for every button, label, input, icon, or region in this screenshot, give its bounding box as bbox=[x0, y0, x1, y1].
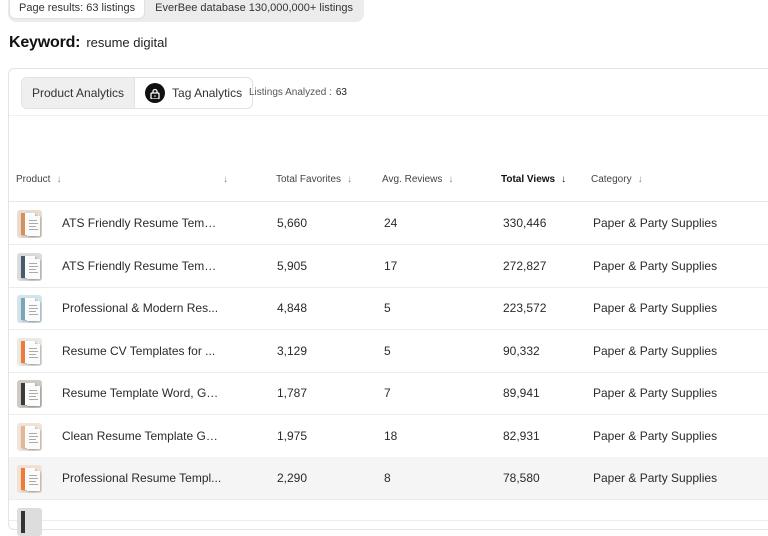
product-thumbnail[interactable] bbox=[17, 380, 42, 408]
category: Paper & Party Supplies bbox=[593, 216, 718, 230]
table-row[interactable]: ATS Friendly Resume Templ... 5,660 24 330,4… bbox=[9, 202, 768, 245]
column-header-product[interactable]: Product ↓ bbox=[16, 174, 61, 185]
product-name[interactable]: Professional Resume Templ... bbox=[62, 471, 222, 485]
avg-reviews: 5 bbox=[384, 301, 391, 315]
product-name[interactable]: Resume CV Templates for ... bbox=[62, 343, 216, 358]
total-views: 90,332 bbox=[503, 343, 540, 358]
table-row[interactable]: Professional & Modern Res... 4,848 5 223,57… bbox=[9, 287, 768, 330]
results-source-toggle: Page results: 63 listings EverBee databa… bbox=[8, 0, 365, 22]
arrow-down-icon: ↓ bbox=[561, 174, 567, 185]
column-header-reviews[interactable]: Avg. Reviews ↓ bbox=[382, 174, 453, 185]
avg-reviews: 17 bbox=[384, 258, 398, 273]
category: Paper & Party Supplies bbox=[593, 301, 718, 315]
avg-reviews: 24 bbox=[384, 216, 398, 230]
total-favorites: 1,975 bbox=[277, 428, 308, 443]
total-views: 223,572 bbox=[503, 301, 547, 315]
total-views: 82,931 bbox=[503, 428, 540, 443]
table-row[interactable]: Resume CV Templates for ... 3,129 5 90,332 P… bbox=[9, 330, 768, 373]
total-favorites: 5,660 bbox=[277, 216, 308, 230]
product-name[interactable]: ATS Friendly Resume Templ... bbox=[62, 216, 222, 230]
column-header-category-label: Category bbox=[591, 174, 632, 185]
arrow-down-icon: ↓ bbox=[56, 174, 62, 185]
total-favorites: 3,129 bbox=[277, 343, 308, 358]
total-favorites: 2,290 bbox=[277, 471, 308, 485]
total-favorites: 5,905 bbox=[277, 258, 308, 273]
product-name[interactable]: Resume Template Word, Go... bbox=[62, 386, 222, 400]
avg-reviews: 7 bbox=[384, 386, 391, 400]
product-thumbnail[interactable] bbox=[17, 422, 42, 451]
category: Paper & Party Supplies bbox=[593, 428, 718, 443]
everbee-database-tab[interactable]: EverBee database 130,000,000+ listings bbox=[155, 2, 354, 14]
category: Paper & Party Supplies bbox=[593, 258, 718, 273]
product-thumbnail[interactable] bbox=[17, 295, 42, 323]
total-views: 78,580 bbox=[503, 471, 540, 485]
keyword-label: Keyword: bbox=[9, 34, 81, 51]
avg-reviews: 18 bbox=[384, 428, 398, 443]
tab-tag-analytics-label: Tag Analytics bbox=[172, 86, 243, 100]
analytics-panel: Product Analytics Tag Analytics Listings… bbox=[8, 68, 768, 536]
table-row[interactable]: Clean Resume Template Go... 1,975 18 82,931… bbox=[9, 415, 768, 458]
total-views: 89,941 bbox=[503, 386, 540, 400]
product-name[interactable]: ATS Friendly Resume Templ... bbox=[62, 258, 222, 273]
total-views: 330,446 bbox=[503, 216, 547, 230]
column-header-favorites[interactable]: Total Favorites ↓ bbox=[276, 174, 352, 185]
arrow-down-icon: ↓ bbox=[448, 174, 454, 185]
column-header-reviews-label: Avg. Reviews bbox=[382, 174, 443, 185]
table-row[interactable]: Resume Template Word, Go... 1,787 7 89,941 P… bbox=[9, 372, 768, 415]
product-thumbnail[interactable] bbox=[17, 252, 42, 281]
product-name[interactable]: Professional & Modern Res... bbox=[62, 301, 219, 315]
table-row[interactable] bbox=[9, 500, 768, 536]
column-header-category[interactable]: Category ↓ bbox=[591, 174, 643, 185]
listings-analyzed: Listings Analyzed :63 bbox=[249, 87, 347, 98]
total-favorites: 1,787 bbox=[277, 386, 308, 400]
category: Paper & Party Supplies bbox=[593, 386, 718, 400]
analytics-tabs: Product Analytics Tag Analytics bbox=[21, 77, 254, 109]
category: Paper & Party Supplies bbox=[593, 471, 718, 485]
keyword-heading: Keyword: resume digital bbox=[9, 34, 167, 52]
table-header: Product ↓ ↓ Total Favorites ↓ Avg. Reviews… bbox=[9, 169, 768, 202]
table-row[interactable]: ATS Friendly Resume Templ... 5,905 17 272,8… bbox=[9, 245, 768, 288]
avg-reviews: 5 bbox=[384, 343, 391, 358]
listings-analyzed-label: Listings Analyzed : bbox=[249, 87, 332, 98]
arrow-down-icon: ↓ bbox=[347, 174, 353, 185]
category: Paper & Party Supplies bbox=[593, 343, 718, 358]
page-results-tab[interactable]: Page results: 63 listings bbox=[10, 0, 145, 18]
table-row[interactable]: Professional Resume Templ... 2,290 8 78,580… bbox=[9, 457, 768, 500]
column-header-sort-extra[interactable]: ↓ bbox=[223, 174, 228, 185]
tab-tag-analytics[interactable]: Tag Analytics bbox=[135, 78, 252, 108]
product-thumbnail[interactable] bbox=[17, 465, 42, 493]
arrow-down-icon: ↓ bbox=[637, 174, 643, 185]
column-header-views-label: Total Views bbox=[501, 174, 556, 185]
product-thumbnail[interactable] bbox=[17, 210, 42, 238]
product-thumbnail[interactable] bbox=[17, 337, 42, 366]
column-header-product-label: Product bbox=[16, 174, 51, 185]
product-name[interactable]: Clean Resume Template Go... bbox=[62, 428, 222, 443]
arrow-down-icon: ↓ bbox=[223, 174, 228, 185]
lock-icon bbox=[145, 83, 166, 103]
avg-reviews: 8 bbox=[384, 471, 391, 485]
panel-divider bbox=[9, 115, 768, 116]
tab-product-analytics[interactable]: Product Analytics bbox=[22, 78, 136, 108]
column-header-favorites-label: Total Favorites bbox=[276, 174, 342, 185]
tab-product-analytics-label: Product Analytics bbox=[32, 86, 125, 100]
keyword-value: resume digital bbox=[86, 35, 168, 50]
total-views: 272,827 bbox=[503, 258, 547, 273]
listings-analyzed-count: 63 bbox=[335, 87, 347, 98]
column-header-views[interactable]: Total Views ↓ bbox=[501, 174, 566, 185]
total-favorites: 4,848 bbox=[277, 301, 308, 315]
